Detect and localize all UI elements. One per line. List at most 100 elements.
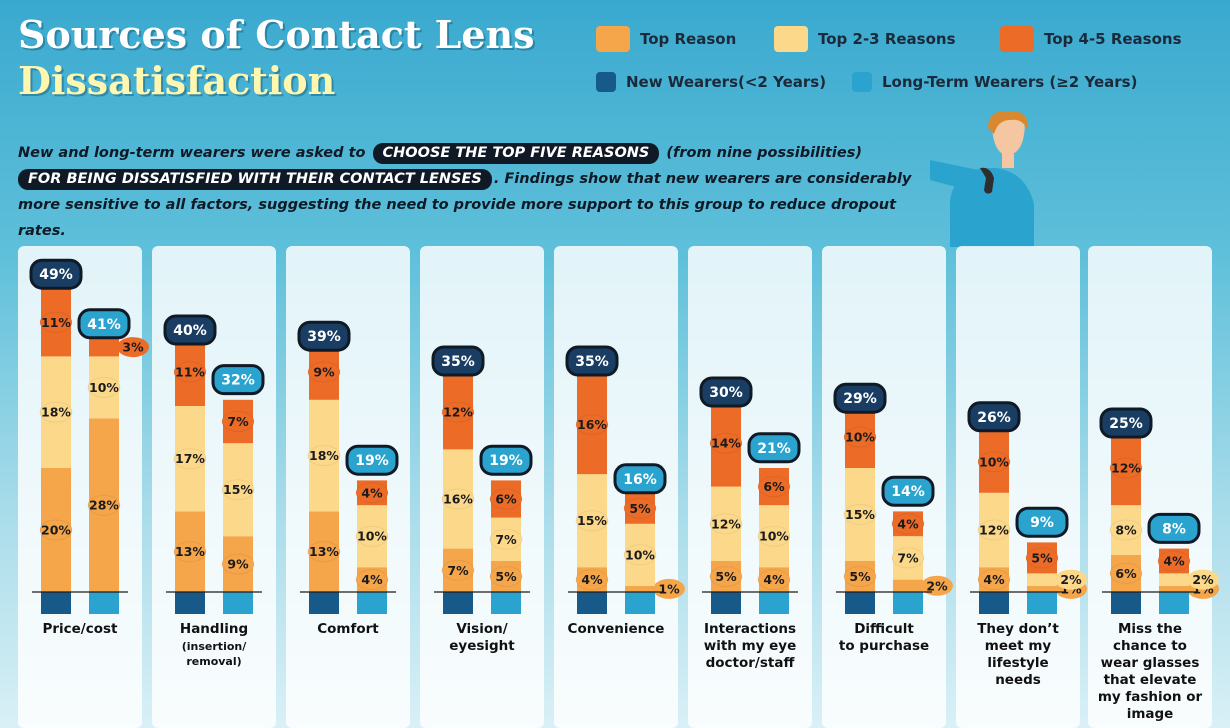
segment-value-label: 18% — [309, 448, 339, 463]
long-term-wearers-base-block — [357, 592, 387, 614]
total-value-label: 40% — [173, 323, 207, 339]
category-label: image — [1127, 706, 1174, 722]
segment-label-bg — [173, 541, 207, 563]
category-label: needs — [995, 672, 1041, 688]
segment-value-label: 4% — [897, 516, 919, 531]
long-term-wearers-top-reason-segment — [625, 585, 655, 592]
segment-label-bg — [221, 411, 255, 432]
total-value-label: 35% — [441, 354, 475, 370]
category-label: eyesight — [449, 638, 515, 654]
segment-label-bg — [575, 510, 609, 532]
segment-value-label: 5% — [629, 501, 651, 516]
segment-value-label: 6% — [1115, 566, 1137, 581]
long-term-wearers-base-block — [223, 592, 253, 614]
legend-label: Long-Term Wearers (≥2 Years) — [882, 73, 1138, 91]
segment-label-bg — [1109, 562, 1143, 584]
segment-value-label: 12% — [711, 516, 741, 531]
long-term-wearers-total-badge — [881, 475, 935, 507]
total-value-label: 26% — [977, 410, 1011, 426]
new-wearers-base-block — [845, 592, 875, 614]
total-value-label: 16% — [623, 472, 657, 488]
segment-value-label: 11% — [41, 315, 71, 330]
segment-value-label: 4% — [361, 572, 383, 587]
new-wearers-total-badge — [699, 376, 753, 408]
category-label: (insertion/ — [182, 640, 247, 653]
segment-label-bg — [891, 513, 925, 535]
long-term-wearers-top-2-3-segment — [1027, 573, 1057, 586]
segment-label-bg — [575, 414, 609, 436]
legend-top-2-3: Top 2-3 Reasons — [774, 26, 956, 52]
segment-label-bg — [623, 544, 657, 566]
intro-part-1: New and long-term wearers were asked to — [18, 145, 366, 161]
long-term-wearers-total-badge — [613, 463, 667, 495]
long-term-wearers-total-badge — [211, 364, 265, 396]
segment-label-bg — [757, 569, 791, 591]
segment-value-label: 7% — [227, 414, 249, 429]
category-label: Handling — [180, 621, 248, 637]
segment-label-bg — [87, 494, 121, 516]
segment-value-label: 12% — [1111, 461, 1141, 476]
intro-part-3: . Findings show that new wearers are con… — [18, 171, 912, 239]
long-term-wearers-top-reason-segment — [1159, 585, 1189, 592]
segment-label-bg — [709, 513, 743, 535]
segment-label-bg — [843, 566, 877, 587]
top-4-5-swatch — [1000, 26, 1034, 52]
category-label: removal) — [186, 655, 241, 668]
total-value-label: 8% — [1162, 521, 1186, 537]
segment-label-bg — [575, 569, 609, 591]
segment-value-label: 10% — [357, 529, 387, 544]
long-term-wearers-top-2-3-segment — [1159, 573, 1189, 586]
segment-label-bg — [39, 519, 73, 541]
long-term-wearers-swatch — [852, 72, 872, 92]
segment-value-label: 6% — [495, 492, 517, 507]
legend-label: Top 4-5 Reasons — [1044, 30, 1182, 48]
total-value-label: 49% — [39, 267, 73, 283]
total-value-label: 29% — [843, 391, 877, 407]
new-wearers-base-block — [41, 592, 71, 614]
segment-value-label: 7% — [897, 550, 919, 565]
segment-label-bg — [39, 311, 73, 333]
segment-label-bg — [39, 401, 73, 423]
long-term-wearers-base-block — [1027, 592, 1057, 614]
new-wearers-total-badge — [29, 258, 83, 290]
segment-label-bg — [891, 547, 925, 569]
segment-label-bg — [977, 569, 1011, 591]
new-wearers-base-block — [309, 592, 339, 614]
segment-label-bg — [489, 488, 523, 510]
new-wearers-total-badge — [163, 314, 217, 346]
segment-value-label: 4% — [1163, 554, 1185, 569]
segment-label-bg — [623, 497, 657, 519]
total-value-label: 19% — [355, 453, 389, 469]
segment-label-bg — [489, 566, 523, 587]
new-wearers-base-block — [577, 592, 607, 614]
category-label: that elevate — [1104, 672, 1197, 688]
total-value-label: 35% — [575, 354, 609, 370]
category-label: They don’t — [977, 621, 1059, 637]
segment-value-label: 9% — [227, 557, 249, 572]
segment-label-bg — [709, 432, 743, 454]
total-value-label: 9% — [1030, 515, 1054, 531]
segment-value-label: 6% — [763, 479, 785, 494]
legend-top-4-5: Top 4-5 Reasons — [1000, 26, 1182, 52]
category-label: Convenience — [568, 621, 665, 637]
intro-pill-1: CHOOSE THE TOP FIVE REASONS — [372, 143, 660, 164]
segment-value-label: 11% — [175, 364, 205, 379]
segment-value-label: 4% — [763, 572, 785, 587]
segment-value-label: 5% — [849, 569, 871, 584]
segment-label-bg — [173, 361, 207, 383]
top-reason-swatch — [596, 26, 630, 52]
total-value-label: 41% — [87, 317, 121, 333]
segment-label-bg — [843, 504, 877, 525]
segment-label-bg — [921, 575, 953, 596]
segment-value-label: 15% — [577, 513, 607, 528]
category-label: Interactions — [704, 621, 796, 637]
segment-value-label: 15% — [845, 507, 875, 522]
segment-label-bg — [307, 445, 341, 467]
segment-label-bg — [221, 479, 255, 501]
long-term-wearers-base-block — [759, 592, 789, 614]
segment-value-label: 8% — [1115, 523, 1137, 538]
title-line-2: Dissatisfaction — [18, 58, 336, 103]
segment-value-label: 10% — [845, 430, 875, 445]
segment-label-bg — [221, 553, 255, 575]
